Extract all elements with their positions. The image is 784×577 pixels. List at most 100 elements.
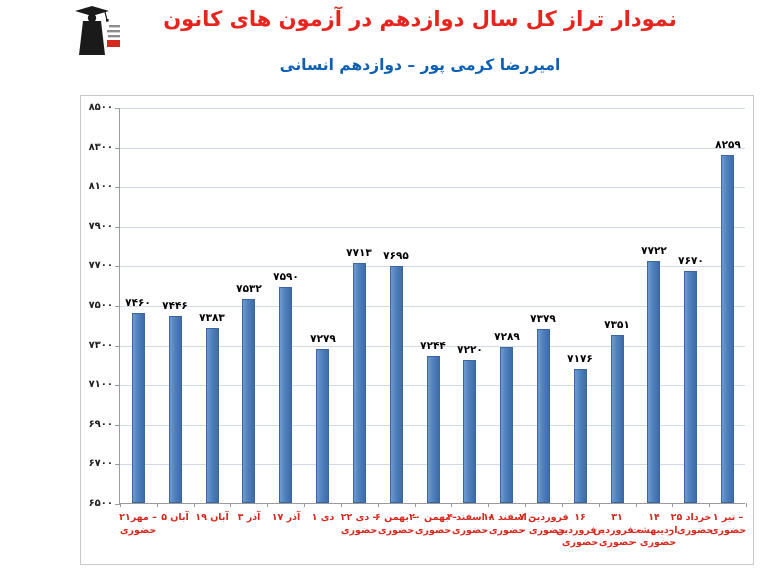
x-axis-category-label: ۴ اسفند – حضوری [446, 512, 494, 537]
x-axis-tick [562, 503, 563, 507]
x-axis-category-label-line: ۶ بهمن – [375, 512, 417, 523]
x-axis-category-label: ۱ تیر – حضوری [704, 512, 752, 537]
x-axis-tick [378, 503, 379, 507]
gridline [120, 108, 745, 109]
x-axis-category-label: ۱۹ آبان [188, 512, 236, 525]
x-axis-category-label-line: اردیبهشت [630, 524, 678, 536]
y-axis-label: ۷۷۰۰ [88, 260, 113, 271]
x-axis-category-label: ۱۴ اردیبهشت – حضوری [630, 512, 678, 550]
bar-value-label: ۸۲۵۹ [715, 139, 741, 151]
x-axis-category-label: ۱۸ اسفند – حضوری [483, 512, 535, 537]
bar [279, 287, 292, 503]
x-axis-category-label-line: حضوری [414, 524, 452, 536]
bar-value-label: ۷۴۴۶ [162, 300, 188, 312]
bar-value-label: ۷۷۱۳ [346, 247, 372, 259]
x-axis-category-label-line: حضوری [561, 537, 599, 548]
y-axis-label: ۶۵۰۰ [88, 498, 113, 509]
page-subtitle: امیررضا کرمی پور – دوازدهم انسانی [279, 56, 561, 74]
x-axis-category-label-line: حضوری [709, 524, 747, 536]
bar-value-label: ۷۲۴۴ [420, 340, 446, 352]
y-axis-label: ۸۵۰۰ [88, 102, 113, 113]
x-axis-tick [120, 503, 121, 507]
bar [353, 263, 366, 503]
x-axis-tick [194, 503, 195, 507]
y-axis-label: ۷۵۰۰ [88, 300, 113, 311]
gridline [120, 266, 745, 267]
x-axis-category-label: ۲۱مهر – حضوری [114, 512, 162, 537]
x-axis-category-label-line: ۱ دی [311, 512, 335, 523]
y-axis-label: ۷۱۰۰ [88, 379, 113, 390]
plot-area: ۸۵۰۰ ۸۳۰۰ ۸۱۰۰ ۷۹۰۰ ۷۷۰۰ ۷۵۰۰ ۷۳۰۰ ۷۱۰۰ ۶۹۰۰ ۶۷۰۰… [89, 102, 747, 548]
bar [132, 313, 145, 503]
y-axis-label: ۶۹۰۰ [88, 419, 113, 430]
x-axis-category-label-line: حضوری [598, 537, 636, 548]
y-axis-tick [115, 504, 120, 505]
page-title: نمودار تراز کل سال دوازدهم در آزمون های … [163, 7, 677, 31]
bar [721, 155, 734, 503]
x-axis-category-label: ۱۷ آذر [262, 512, 310, 525]
bar [206, 328, 219, 503]
bar-value-label: ۷۷۲۲ [641, 245, 667, 257]
x-axis-tick [599, 503, 600, 507]
bar-value-label: ۷۳۸۳ [199, 312, 225, 324]
bar [242, 299, 255, 503]
y-axis-tick [115, 346, 120, 347]
bar [611, 335, 624, 503]
x-axis-tick [672, 503, 673, 507]
x-axis-category-label-line: ۱۹ آبان [195, 512, 229, 523]
gridline [120, 187, 745, 188]
bar-value-label: ۷۱۷۶ [567, 353, 593, 365]
bar [684, 271, 697, 503]
x-axis-tick [488, 503, 489, 507]
x-axis-tick [304, 503, 305, 507]
y-axis-tick [115, 148, 120, 149]
x-axis-category-label-line: ۱۴ [648, 512, 660, 523]
bar [169, 316, 182, 503]
bar-value-label: ۷۲۲۰ [457, 344, 483, 356]
x-axis-category-label-line: ۷ فروردین [519, 512, 569, 523]
x-axis-category-label-line: حضوری [488, 524, 526, 536]
bar [647, 261, 660, 503]
bar-value-label: ۷۳۷۹ [530, 313, 556, 325]
y-axis-tick [115, 108, 120, 109]
y-axis-label: ۷۹۰۰ [88, 221, 113, 232]
x-axis-tick [709, 503, 710, 507]
x-axis-category-label-line: ۲۱مهر – [119, 512, 157, 523]
chart-frame: ۸۵۰۰ ۸۳۰۰ ۸۱۰۰ ۷۹۰۰ ۷۷۰۰ ۷۵۰۰ ۷۳۰۰ ۷۱۰۰ ۶۹۰۰ ۶۷۰۰… [80, 95, 754, 565]
x-axis-category-label-line: ۳۱ [611, 512, 623, 523]
x-axis-category-label-line: ۲۰ بهمن – [409, 512, 457, 523]
x-axis-tick [746, 503, 747, 507]
kanoon-graduate-logo-icon [75, 6, 120, 55]
x-axis-tick [341, 503, 342, 507]
x-axis-tick [636, 503, 637, 507]
x-axis-category-label-line: – حضوری [520, 524, 566, 536]
x-axis-category-label: ۵ آبان [151, 512, 199, 525]
x-axis-category-label-line: ۲۵ خرداد [670, 512, 712, 523]
bar [574, 369, 587, 503]
x-axis-tick [525, 503, 526, 507]
x-axis-category-label-line: ۱ تیر – [712, 512, 744, 523]
bar-value-label: ۷۲۸۹ [494, 331, 520, 343]
bar [316, 349, 329, 503]
x-axis-category-label: ۷ فروردین – حضوری [519, 512, 569, 537]
bar-value-label: ۷۵۳۲ [236, 283, 262, 295]
bar-value-label: ۷۵۹۰ [273, 271, 299, 283]
bar-value-label: ۷۶۹۵ [383, 250, 409, 262]
x-axis-category-label: ۶ بهمن – حضوری [372, 512, 420, 537]
x-axis-category-label: ۱۶ فروردین – حضوری [556, 512, 605, 550]
bar-value-label: ۷۳۵۱ [604, 319, 630, 331]
y-axis-tick [115, 464, 120, 465]
x-axis-category-label-line: ۱۶ [574, 512, 586, 523]
x-axis-category-label-line: حضوری [377, 524, 415, 536]
bar-value-label: ۷۲۷۹ [310, 333, 336, 345]
y-axis-label: ۸۳۰۰ [88, 142, 113, 153]
x-axis-category-label-line: ۱۷ آذر [271, 512, 301, 523]
bar [500, 347, 513, 503]
bar [463, 360, 476, 503]
bar [390, 266, 403, 503]
y-axis-tick [115, 425, 120, 426]
x-axis-category-label: ۳ آذر [225, 512, 273, 525]
y-axis-tick [115, 266, 120, 267]
y-axis-tick [115, 385, 120, 386]
y-axis-label: ۸۱۰۰ [88, 181, 113, 192]
